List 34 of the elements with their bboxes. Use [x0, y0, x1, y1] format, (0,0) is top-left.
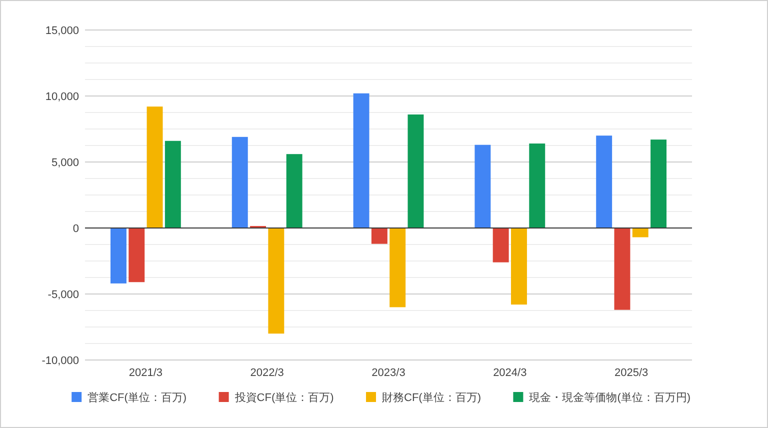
bar	[632, 228, 648, 238]
bar	[650, 140, 667, 228]
bar	[371, 228, 388, 244]
bar	[164, 140, 181, 228]
y-tick-label: 5,000	[51, 156, 79, 169]
legend-label: 現金・現金等価物(単位：百万円)	[529, 392, 691, 404]
bar	[614, 228, 630, 310]
x-tick-label: 2024/3	[493, 367, 527, 379]
bar	[353, 93, 370, 228]
y-tick-label: 10,000	[45, 90, 79, 103]
bar	[128, 228, 145, 282]
y-tick-label: 0	[72, 222, 79, 235]
y-tick-label: -5,000	[48, 288, 79, 301]
legend-label: 財務CF(単位：百万)	[382, 392, 481, 404]
x-tick-label: 2023/3	[372, 367, 406, 379]
bar	[286, 154, 302, 228]
bar	[474, 144, 491, 228]
bar	[110, 228, 126, 284]
bar	[408, 114, 424, 228]
x-tick-label: 2022/3	[250, 367, 284, 379]
x-tick-label: 2021/3	[128, 367, 163, 379]
x-tick-label: 2025/3	[614, 367, 648, 379]
bar	[146, 106, 163, 228]
bar	[529, 144, 546, 228]
bar	[232, 136, 248, 228]
legend-label: 営業CF(単位：百万)	[88, 390, 187, 404]
y-tick-label: -10,000	[42, 354, 79, 367]
bar	[268, 228, 284, 334]
bar	[390, 228, 406, 308]
legend-label: 投資CF(単位：百万)	[234, 392, 334, 404]
bar	[510, 228, 527, 305]
bar	[492, 228, 509, 262]
bar	[596, 136, 612, 228]
y-tick-label: 15,000	[45, 24, 79, 37]
